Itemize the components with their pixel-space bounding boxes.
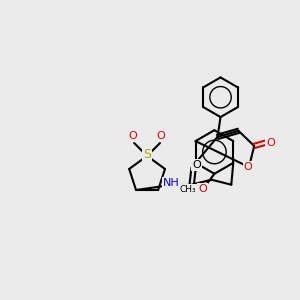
Text: CH₃: CH₃ xyxy=(179,184,196,194)
Text: O: O xyxy=(129,131,138,141)
Text: O: O xyxy=(157,131,165,141)
Text: O: O xyxy=(266,137,275,148)
Text: O: O xyxy=(198,184,207,194)
Text: NH: NH xyxy=(163,178,179,188)
Text: O: O xyxy=(244,162,252,172)
Text: S: S xyxy=(143,148,151,161)
Text: O: O xyxy=(192,160,201,170)
